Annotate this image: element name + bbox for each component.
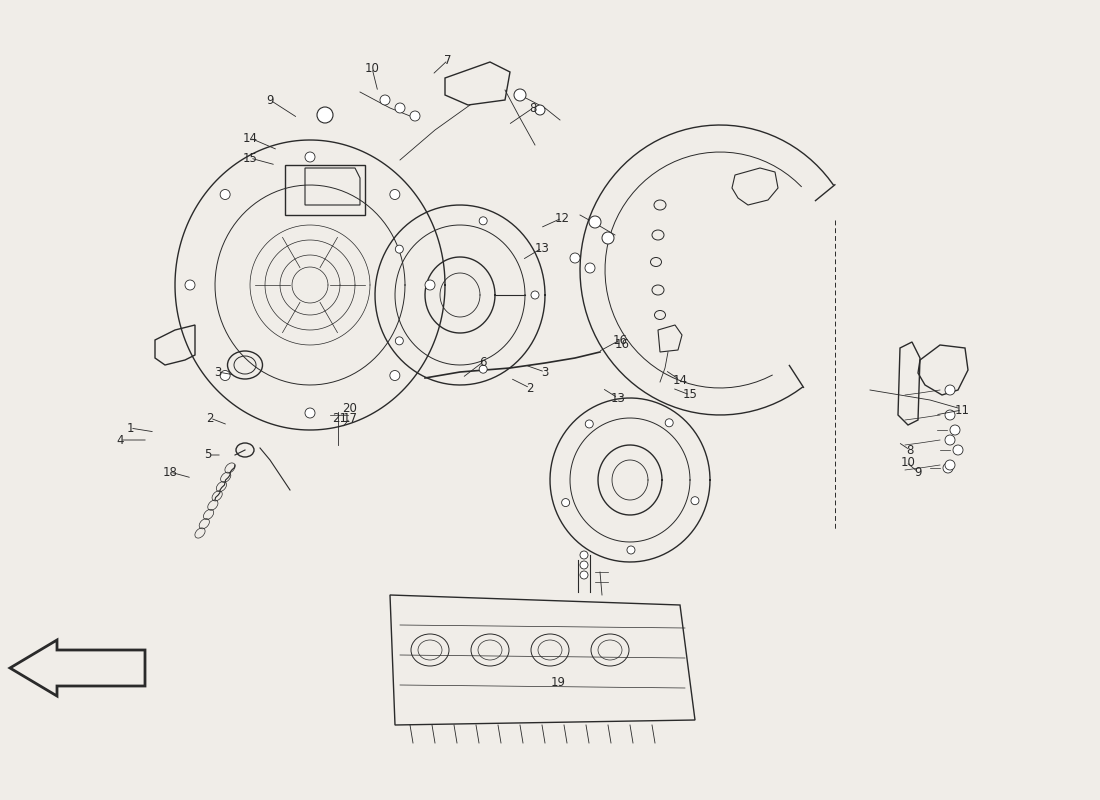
Text: 3: 3	[214, 366, 222, 378]
Text: 1: 1	[126, 422, 134, 434]
Circle shape	[379, 95, 390, 105]
Text: 4: 4	[117, 434, 123, 446]
Text: 10: 10	[901, 455, 915, 469]
Text: 16: 16	[615, 338, 629, 351]
Text: 3: 3	[541, 366, 549, 378]
Circle shape	[666, 418, 673, 426]
Text: 7: 7	[444, 54, 452, 66]
Circle shape	[480, 365, 487, 373]
Circle shape	[425, 280, 435, 290]
Circle shape	[602, 232, 614, 244]
Circle shape	[945, 435, 955, 445]
Circle shape	[389, 190, 400, 199]
Text: 16: 16	[613, 334, 627, 346]
Circle shape	[570, 253, 580, 263]
Circle shape	[580, 561, 588, 569]
Text: 8: 8	[529, 102, 537, 114]
Circle shape	[535, 105, 544, 115]
Circle shape	[220, 370, 230, 381]
Circle shape	[691, 497, 698, 505]
Text: 8: 8	[906, 443, 914, 457]
Circle shape	[585, 420, 593, 428]
Circle shape	[945, 460, 955, 470]
Circle shape	[627, 546, 635, 554]
Text: 2: 2	[526, 382, 534, 394]
Text: 6: 6	[480, 355, 486, 369]
Circle shape	[185, 280, 195, 290]
Text: 14: 14	[242, 131, 257, 145]
Circle shape	[945, 410, 955, 420]
Circle shape	[943, 463, 953, 473]
Circle shape	[580, 551, 588, 559]
Circle shape	[305, 152, 315, 162]
Circle shape	[395, 337, 404, 345]
Circle shape	[389, 370, 400, 381]
Text: 13: 13	[610, 391, 626, 405]
Circle shape	[305, 408, 315, 418]
Text: 9: 9	[266, 94, 274, 106]
Text: 17: 17	[342, 411, 358, 425]
Circle shape	[410, 111, 420, 121]
Circle shape	[585, 263, 595, 273]
Circle shape	[950, 425, 960, 435]
Text: 15: 15	[683, 389, 697, 402]
Text: 18: 18	[163, 466, 177, 478]
Circle shape	[580, 571, 588, 579]
Text: 21: 21	[332, 411, 348, 425]
Text: 2: 2	[207, 411, 213, 425]
Circle shape	[395, 103, 405, 113]
Text: 14: 14	[672, 374, 688, 386]
Circle shape	[220, 190, 230, 199]
Text: 10: 10	[364, 62, 380, 74]
Circle shape	[480, 217, 487, 225]
Circle shape	[317, 107, 333, 123]
Circle shape	[945, 385, 955, 395]
Text: 13: 13	[535, 242, 549, 254]
Circle shape	[531, 291, 539, 299]
Circle shape	[562, 498, 570, 506]
Text: 5: 5	[205, 449, 211, 462]
Text: 9: 9	[914, 466, 922, 478]
Text: 12: 12	[554, 211, 570, 225]
Text: 15: 15	[243, 151, 257, 165]
Text: 19: 19	[550, 675, 565, 689]
Circle shape	[588, 216, 601, 228]
Text: 11: 11	[955, 403, 969, 417]
Circle shape	[395, 245, 404, 253]
Text: 20: 20	[342, 402, 358, 414]
Circle shape	[953, 445, 962, 455]
Circle shape	[514, 89, 526, 101]
